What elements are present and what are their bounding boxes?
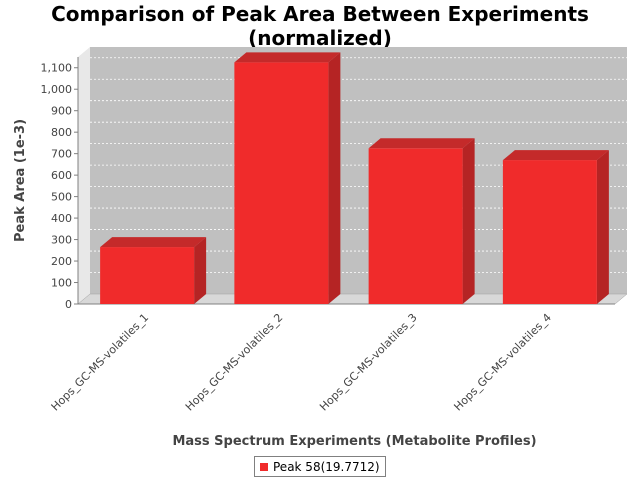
- bar: [234, 62, 329, 304]
- x-tick-label: Hops_GC-MS-volatiles_3: [317, 311, 420, 414]
- y-tick-label: 900: [51, 105, 72, 118]
- y-tick-label: 600: [51, 169, 72, 182]
- bar-side: [328, 52, 341, 304]
- chart-title-line-1: Comparison of Peak Area Between Experime…: [51, 2, 589, 26]
- bar-side: [596, 150, 609, 304]
- y-tick-label: 700: [51, 148, 72, 161]
- bar-top: [502, 150, 609, 161]
- chart-title-line-2: (normalized): [248, 26, 392, 50]
- y-tick-label: 800: [51, 126, 72, 139]
- y-tick-label: 200: [51, 255, 72, 268]
- chart-title: Comparison of Peak Area Between Experime…: [0, 2, 640, 50]
- y-axis-title: Peak Area (1e-3): [13, 119, 28, 242]
- x-tick-label: Hops_GC-MS-volatiles_4: [451, 311, 554, 414]
- bar-top: [368, 138, 475, 149]
- bar-top: [234, 52, 341, 63]
- bar-side: [462, 138, 475, 304]
- y-tick-label: 500: [51, 191, 72, 204]
- legend-label: Peak 58(19.7712): [273, 459, 380, 474]
- legend-swatch: [260, 462, 268, 471]
- y-tick-label: 0: [65, 298, 72, 311]
- bar: [100, 247, 195, 304]
- bar-side: [194, 237, 207, 304]
- x-axis-title: Mass Spectrum Experiments (Metabolite Pr…: [172, 434, 536, 449]
- legend: Peak 58(19.7712): [254, 456, 386, 477]
- bar: [502, 160, 597, 304]
- x-tick-label: Hops_GC-MS-volatiles_2: [183, 311, 286, 414]
- bar-top: [100, 237, 207, 248]
- bar: [368, 148, 463, 304]
- y-tick-label: 1,100: [41, 62, 73, 75]
- y-tick-label: 400: [51, 212, 72, 225]
- y-tick-label: 300: [51, 234, 72, 247]
- y-tick-label: 100: [51, 277, 72, 290]
- y-tick-label: 1,000: [41, 83, 73, 96]
- x-tick-label: Hops_GC-MS-volatiles_1: [49, 311, 152, 414]
